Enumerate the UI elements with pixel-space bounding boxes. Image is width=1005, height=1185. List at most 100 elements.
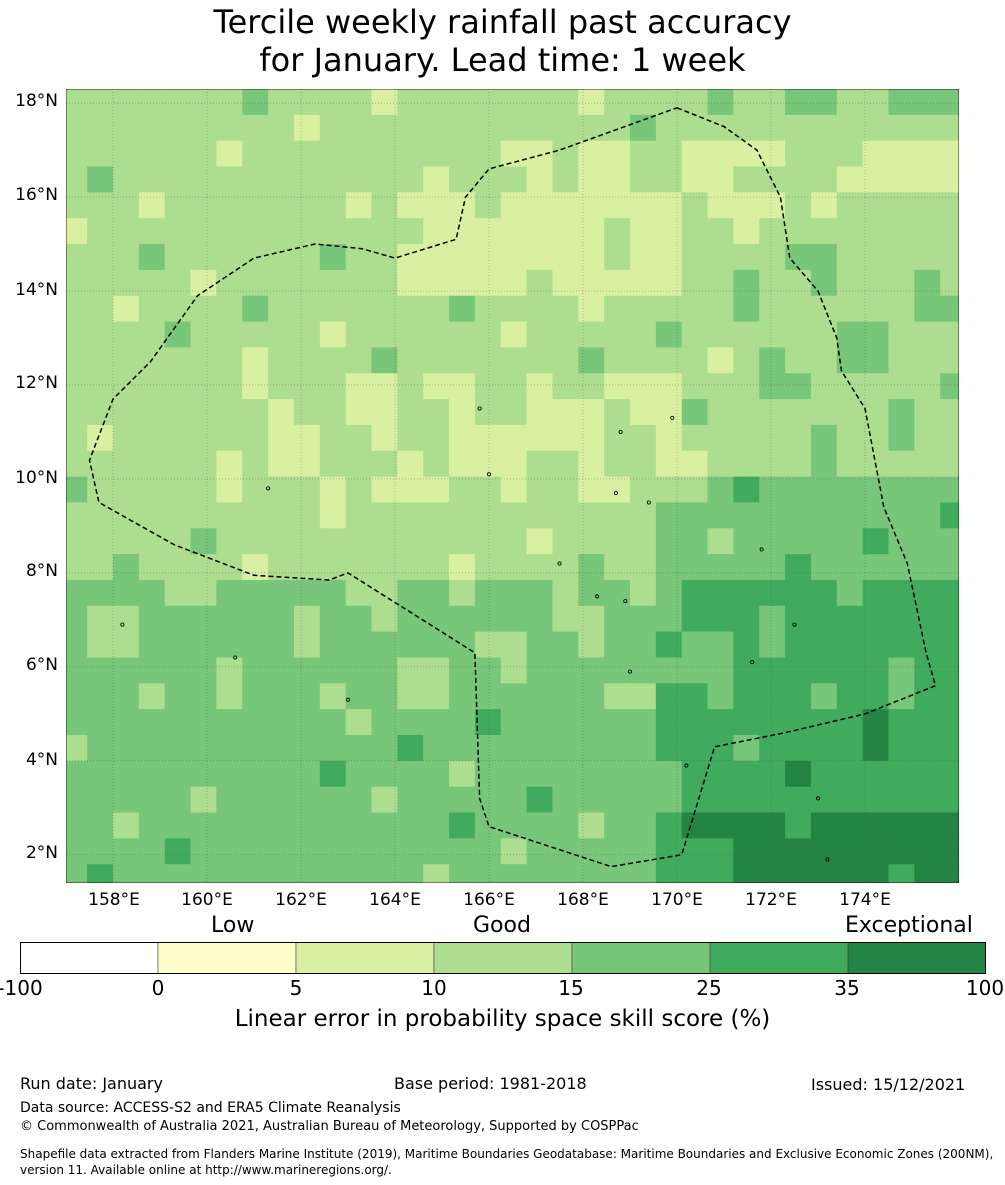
grid-cell	[888, 424, 915, 452]
grid-cell	[578, 373, 605, 400]
grid-cell	[423, 450, 450, 478]
grid-cell	[552, 192, 579, 219]
grid-cell	[578, 218, 605, 245]
grid-cell	[707, 424, 734, 452]
grid-cell	[681, 476, 709, 504]
grid-cell	[655, 709, 683, 736]
base-period: Base period: 1981-2018	[394, 1074, 587, 1093]
grid-cell	[138, 269, 166, 297]
grid-cell	[423, 269, 450, 297]
grid-cell	[526, 192, 554, 219]
grid-cell	[785, 89, 812, 116]
grid-cell	[604, 192, 631, 219]
grid-cell	[940, 89, 959, 116]
grid-cell	[759, 631, 786, 659]
grid-cell	[345, 399, 373, 426]
grid-cell	[319, 140, 347, 168]
grid-cell	[810, 864, 838, 883]
grid-cell	[345, 786, 373, 814]
grid-cell	[474, 347, 502, 374]
grid-cell	[759, 760, 786, 788]
grid-cell	[190, 218, 217, 245]
grid-cell	[500, 502, 528, 529]
grid-cell	[87, 838, 114, 865]
grid-cell	[164, 218, 192, 245]
grid-cell	[655, 424, 683, 452]
grid-cell	[888, 786, 915, 814]
grid-cell	[578, 347, 605, 374]
grid-cell	[242, 399, 269, 426]
grid-cell	[242, 631, 269, 659]
grid-cell	[268, 683, 295, 710]
grid-cell	[836, 864, 864, 883]
grid-cell	[552, 244, 579, 271]
grid-cell	[655, 554, 683, 581]
grid-cell	[66, 140, 88, 168]
grid-cell	[707, 373, 734, 400]
grid-cell	[681, 450, 709, 478]
grid-cell	[87, 528, 114, 555]
grid-cell	[785, 786, 812, 814]
grid-cell	[190, 399, 217, 426]
grid-cell	[655, 89, 683, 116]
grid-cell	[810, 114, 838, 142]
grid-cell	[578, 450, 605, 478]
grid-cell	[914, 399, 941, 426]
grid-cell	[242, 657, 269, 684]
grid-cell	[66, 554, 88, 581]
grid-cell	[759, 657, 786, 684]
lat-label-12: 12°N	[15, 373, 58, 393]
grid-cell	[759, 502, 786, 529]
grid-cell	[423, 786, 450, 814]
grid-cell	[190, 631, 217, 659]
grid-cell	[449, 295, 476, 323]
grid-cell	[733, 192, 760, 219]
grid-cell	[888, 89, 915, 116]
grid-cell	[914, 166, 941, 193]
grid-cell	[681, 735, 709, 762]
island-outline	[345, 697, 350, 702]
grid-cell	[655, 269, 683, 297]
grid-cell	[578, 864, 605, 883]
lon-label-174: 174°E	[839, 890, 891, 910]
grid-cell	[630, 269, 657, 297]
grid-cell	[216, 838, 243, 865]
grid-cell	[836, 218, 864, 245]
grid-cell	[216, 786, 243, 814]
grid-cell	[293, 218, 321, 245]
grid-cell	[604, 502, 631, 529]
grid-cell	[940, 424, 959, 452]
grid-cell	[319, 295, 347, 323]
grid-cell	[423, 140, 450, 168]
grid-cell	[138, 450, 166, 478]
grid-cell	[345, 579, 373, 607]
grid-cell	[113, 760, 140, 788]
legend-tick-15: 15	[558, 976, 584, 1000]
grid-cell	[914, 838, 941, 865]
grid-cell	[371, 605, 398, 633]
grid-cell	[164, 786, 192, 814]
grid-cell	[293, 786, 321, 814]
grid-cell	[526, 735, 554, 762]
grid-cell	[293, 528, 321, 555]
grid-cell	[836, 605, 864, 633]
legend-colorbar	[20, 942, 986, 974]
grid-cell	[707, 399, 734, 426]
grid-cell	[371, 295, 398, 323]
grid-cell	[681, 657, 709, 684]
grid-cell	[914, 192, 941, 219]
grid-cell	[888, 476, 915, 504]
legend-tick-5: 5	[289, 976, 303, 1000]
grid-cell	[242, 786, 269, 814]
grid-cell	[707, 605, 734, 633]
grid-cell	[345, 347, 373, 374]
grid-cell	[888, 760, 915, 788]
grid-cell	[66, 709, 88, 736]
island-outline	[613, 491, 618, 496]
grid-cell	[87, 192, 114, 219]
grid-cell	[759, 554, 786, 581]
grid-cell	[862, 166, 890, 193]
grid-cell	[87, 864, 114, 883]
grid-cell	[888, 554, 915, 581]
grid-cell	[268, 786, 295, 814]
